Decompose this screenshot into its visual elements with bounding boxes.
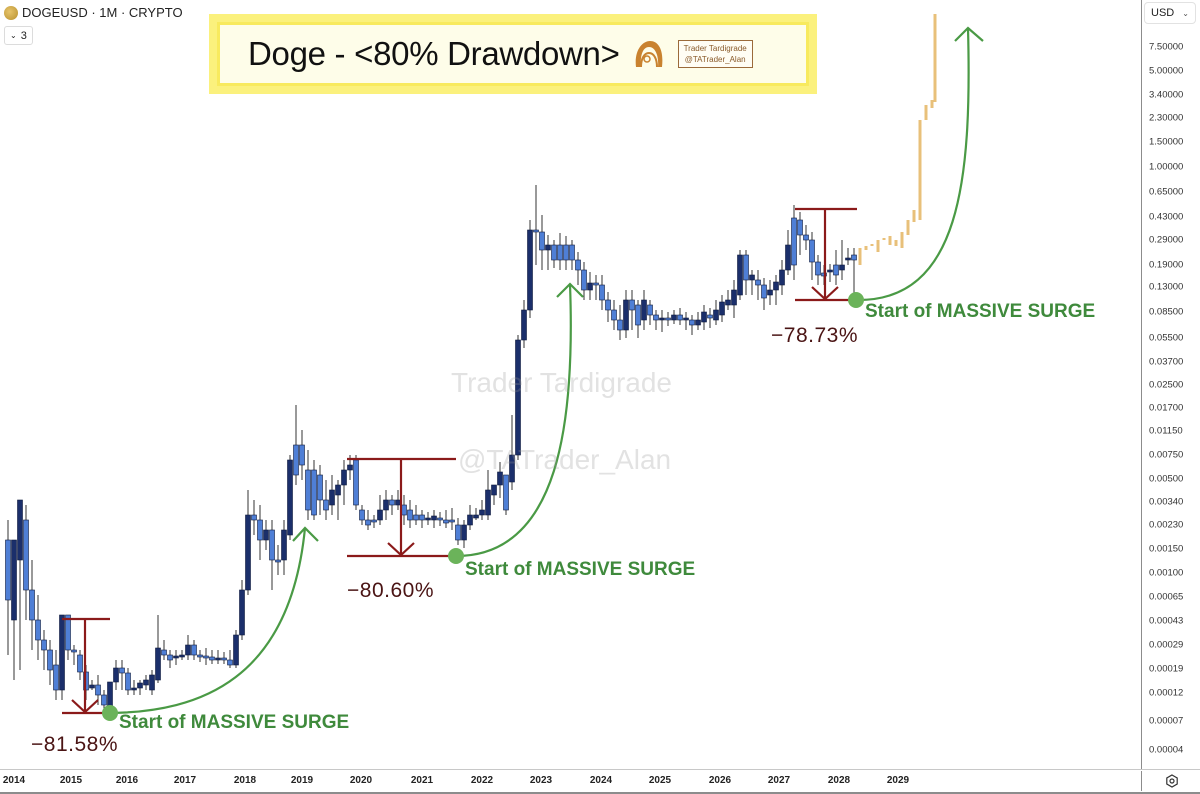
price-tick: 5.00000	[1149, 65, 1184, 77]
year-tick: 2023	[529, 775, 553, 786]
price-tick: 2.30000	[1149, 112, 1184, 124]
year-tick: 2014	[2, 775, 26, 786]
price-tick: 0.00100	[1149, 567, 1184, 579]
price-tick: 1.50000	[1149, 136, 1184, 148]
price-tick: 7.50000	[1149, 41, 1184, 53]
surge-start-dot-3	[848, 292, 864, 308]
surge-start-dot-2	[448, 548, 464, 564]
year-tick: 2015	[59, 775, 83, 786]
indicator-toggle-button[interactable]: ⌄ 3	[4, 26, 33, 45]
watermark-handle: @TATrader_Alan	[458, 444, 672, 475]
drawdown-marker-2	[347, 457, 456, 558]
year-tick: 2016	[115, 775, 139, 786]
surge-arrow-2	[455, 282, 584, 558]
surge-start-dot-1	[102, 705, 118, 721]
price-tick: 0.19000	[1149, 259, 1184, 271]
year-tick: 2019	[290, 775, 314, 786]
year-tick: 2024	[589, 775, 613, 786]
candles-layer	[5, 185, 857, 715]
title-banner: Doge - <80% Drawdown> Trader Tardigrade …	[209, 14, 817, 94]
chart-title: Doge - <80% Drawdown>	[248, 35, 620, 72]
time-axis[interactable]: 2014 2015 2016 2017 2018 2019 2020 2021 2022 2023…	[0, 769, 1200, 794]
price-tick: 0.29000	[1149, 234, 1184, 246]
tardigrade-logo-icon	[635, 41, 662, 68]
projection-candles	[858, 14, 937, 265]
price-tick: 0.00043	[1149, 615, 1184, 627]
price-tick: 0.00750	[1149, 449, 1184, 461]
year-tick: 2017	[173, 775, 197, 786]
price-tick: 0.00340	[1149, 496, 1184, 508]
currency-selector[interactable]: USD ⌄	[1144, 2, 1196, 24]
year-tick: 2025	[648, 775, 672, 786]
chevron-down-icon: ⌄	[10, 31, 17, 40]
brand-handle: @TATrader_Alan	[684, 55, 746, 64]
year-tick: 2028	[827, 775, 851, 786]
price-tick: 0.65000	[1149, 186, 1184, 198]
price-axis[interactable]: 7.50000 5.00000 3.40000 2.30000 1.50000 1.000…	[1141, 0, 1200, 770]
currency-label: USD	[1151, 7, 1175, 19]
price-tick: 0.00065	[1149, 591, 1184, 603]
surge-arrow-1	[109, 526, 319, 715]
year-tick: 2022	[470, 775, 494, 786]
doge-coin-icon	[4, 5, 18, 20]
symbol-header[interactable]: DOGEUSD · 1M · CRYPTO	[4, 5, 183, 20]
price-tick: 0.00150	[1149, 543, 1184, 555]
brand-name: Trader Tardigrade	[683, 44, 747, 53]
year-tick: 2021	[410, 775, 434, 786]
price-tick: 0.00004	[1149, 744, 1184, 756]
surge-label-2: Start of MASSIVE SURGE	[465, 559, 696, 580]
price-tick: 0.00007	[1149, 715, 1184, 727]
drawdown-label-2: −80.60%	[347, 579, 434, 602]
settings-gear-icon	[1165, 774, 1178, 788]
price-tick: 0.01700	[1149, 402, 1184, 414]
year-tick: 2020	[349, 775, 373, 786]
price-tick: 0.00029	[1149, 639, 1184, 651]
drawdown-marker-3	[795, 207, 857, 302]
price-tick: 0.03700	[1149, 356, 1184, 368]
price-tick: 0.02500	[1149, 379, 1184, 391]
surge-label-1: Start of MASSIVE SURGE	[119, 712, 350, 733]
price-tick: 0.00019	[1149, 663, 1184, 675]
brand-badge: Trader Tardigrade @TATrader_Alan	[677, 40, 753, 68]
candlestick-chart[interactable]	[0, 0, 1141, 770]
chart-settings-button[interactable]	[1141, 771, 1200, 791]
surge-arrow-3	[855, 26, 984, 302]
price-tick: 0.13000	[1149, 281, 1184, 293]
price-tick: 0.43000	[1149, 211, 1184, 223]
year-tick: 2018	[233, 775, 257, 786]
surge-label-3: Start of MASSIVE SURGE	[865, 301, 1096, 322]
price-tick: 0.08500	[1149, 306, 1184, 318]
price-tick: 1.00000	[1149, 161, 1184, 173]
drawdown-label-1: −81.58%	[31, 733, 118, 756]
chevron-down-icon: ⌄	[1182, 8, 1189, 18]
drawdown-label-3: −78.73%	[771, 324, 858, 347]
year-tick: 2026	[708, 775, 732, 786]
price-tick: 0.00500	[1149, 473, 1184, 485]
year-tick: 2027	[767, 775, 791, 786]
price-tick: 3.40000	[1149, 89, 1184, 101]
watermark-name: Trader Tardigrade	[451, 367, 673, 398]
indicator-count: 3	[20, 29, 27, 42]
year-tick: 2029	[886, 775, 910, 786]
symbol-label: DOGEUSD · 1M · CRYPTO	[22, 5, 183, 20]
chart-plot-area[interactable]: Trader Tardigrade @TATrader_Alan −81.58%…	[0, 0, 1141, 770]
price-tick: 0.05500	[1149, 332, 1184, 344]
price-tick: 0.00230	[1149, 519, 1184, 531]
price-tick: 0.00012	[1149, 687, 1184, 699]
price-tick: 0.01150	[1149, 425, 1183, 437]
